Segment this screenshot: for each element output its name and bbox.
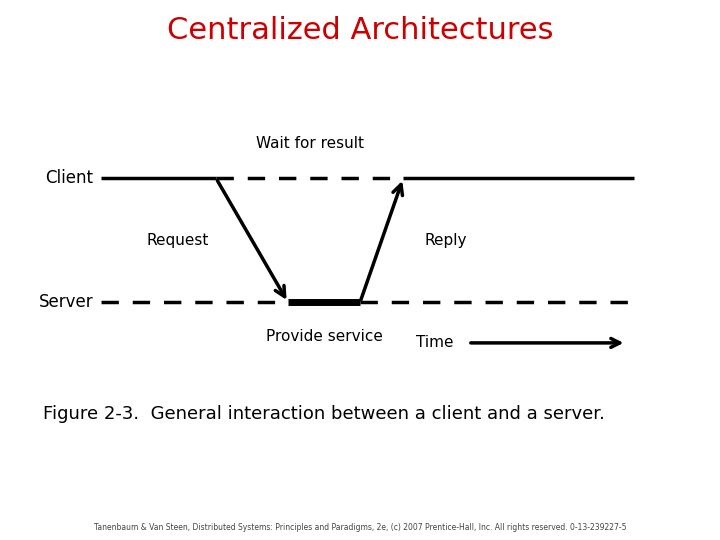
- Text: Provide service: Provide service: [266, 329, 382, 345]
- Text: Client: Client: [45, 169, 94, 187]
- Text: Request: Request: [146, 233, 209, 248]
- Text: Wait for result: Wait for result: [256, 136, 364, 151]
- Text: Centralized Architectures: Centralized Architectures: [167, 16, 553, 45]
- Text: Tanenbaum & Van Steen, Distributed Systems: Principles and Paradigms, 2e, (c) 20: Tanenbaum & Van Steen, Distributed Syste…: [94, 523, 626, 532]
- Text: Server: Server: [39, 293, 94, 312]
- Text: Figure 2-3.  General interaction between a client and a server.: Figure 2-3. General interaction between …: [43, 405, 605, 423]
- Text: Time: Time: [416, 335, 454, 350]
- Text: Reply: Reply: [425, 233, 467, 248]
